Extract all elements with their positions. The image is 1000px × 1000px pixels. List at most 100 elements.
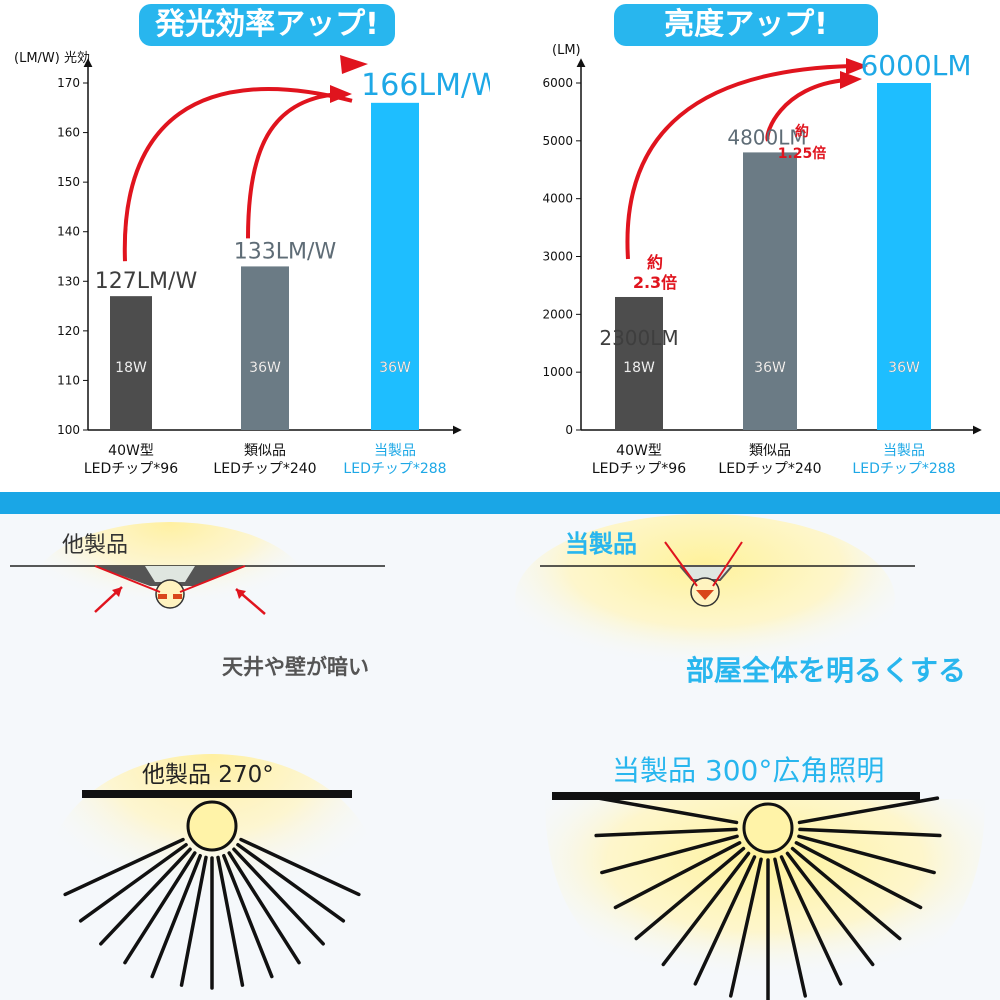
ratio-annotation-1: 約: [647, 253, 663, 272]
c1-ytick-label: 170: [57, 76, 80, 90]
other-product-label: 他製品: [62, 533, 128, 558]
brightness-arrow-1: [625, 64, 853, 260]
light-ray: [63, 837, 185, 897]
c2-category-label: 類似品: [749, 443, 791, 459]
our-light-rays: [594, 796, 942, 1000]
c2-bar-wattage-label: 36W: [888, 360, 920, 376]
other-led-bulb: [155, 579, 185, 609]
other-angle-bulb: [186, 800, 238, 852]
our-angle-ceiling-bar: [552, 792, 920, 800]
light-ray: [613, 841, 742, 910]
c2-value-label-2: 4800LM: [727, 125, 806, 149]
c1-bar-2: [241, 266, 289, 430]
efficiency-arrow-2: [246, 92, 339, 239]
light-ray: [596, 796, 739, 825]
light-ray: [216, 855, 245, 987]
light-ray: [779, 855, 843, 986]
ratio-annotation-2: 約: [795, 123, 809, 140]
c1-category-label: 当製品: [374, 443, 416, 459]
light-ray: [123, 851, 197, 965]
other-angle-label: 他製品 270°: [142, 762, 274, 788]
c1-ytick-label: 150: [57, 175, 80, 189]
light-ray: [798, 827, 942, 838]
c1-ytick-label: 160: [57, 126, 80, 140]
light-ray: [236, 842, 346, 923]
our-angle-label: 当製品 300°広角照明: [612, 754, 884, 787]
other-led-chip-icon: [158, 594, 167, 599]
other-red-arrowhead-right: [236, 589, 246, 599]
c1-category-label: 40W型: [108, 443, 154, 459]
c1-bar-wattage-label: 36W: [249, 360, 281, 376]
efficiency-chart: (LM/W) 光効 100 110 120 130 140 150 160 170 18W 12…: [14, 51, 490, 477]
c2-ytick-label: 0: [565, 423, 573, 437]
c1-value-label-2: 133LM/W: [234, 239, 337, 264]
c2-ytick-label: 4000: [542, 192, 573, 206]
c1-ytick-label: 130: [57, 274, 80, 288]
light-ray: [661, 851, 751, 967]
efficiency-arrowhead-2: [330, 85, 352, 103]
c1-bar-3: [371, 102, 419, 431]
brightness-chart: (LM) 0 1000 2000 3000 4000 5000 6000 18W 2300LM…: [542, 43, 982, 477]
c2-bar-1: [615, 296, 663, 430]
brightness-arrowhead-2: [840, 71, 862, 89]
our-beam-edge-left: [664, 541, 698, 587]
c1-bar-wattage-label: 18W: [115, 360, 147, 376]
light-ray: [594, 827, 738, 838]
c2-bar-wattage-label: 36W: [754, 360, 786, 376]
our-caption: 部屋全体を明るくする: [686, 654, 966, 687]
c2-bar-3: [877, 83, 931, 430]
light-ray: [794, 841, 923, 910]
light-ray: [729, 857, 763, 998]
c1-value-label-3: 166LM/W: [361, 68, 490, 103]
c2-category-label: 当製品: [883, 443, 925, 459]
c1-bar-wattage-label: 36W: [379, 360, 411, 376]
our-angle-glow: [545, 799, 985, 1000]
our-product-label: 当製品: [565, 530, 637, 558]
other-angle-ceiling-bar: [82, 790, 352, 798]
other-beam-edge-left: [94, 565, 161, 593]
c1-bar-1: [110, 296, 152, 430]
c1-ytick-label: 100: [57, 423, 80, 437]
ratio-annotation-2-value: 1.25倍: [778, 145, 827, 162]
c2-category-sublabel: LEDチップ*288: [852, 461, 955, 477]
light-ray: [797, 834, 936, 875]
light-ray: [600, 834, 739, 875]
light-ray: [150, 853, 202, 979]
brightness-arrowhead-1: [846, 58, 868, 75]
c1-category-sublabel: LEDチップ*240: [213, 461, 316, 477]
light-ray: [222, 853, 274, 979]
our-angle-bulb: [742, 802, 794, 854]
c1-category-label: 類似品: [244, 443, 286, 459]
light-ray: [78, 842, 188, 923]
light-ray: [232, 847, 325, 946]
other-led-chip-icon-2: [173, 594, 182, 599]
c2-category-sublabel: LEDチップ*240: [718, 461, 821, 477]
c1-category-sublabel: LEDチップ*96: [84, 461, 178, 477]
lighting-comparison-illustration: 他製品 当製品 天井や壁が暗い 部屋全体を明るくする 他製品 270° 当製品 …: [10, 514, 985, 1000]
ratio-annotation-1-value: 2.3倍: [633, 273, 677, 292]
c2-bar-2: [743, 152, 797, 430]
light-ray: [179, 855, 208, 987]
brightness-title: 亮度アップ!: [614, 4, 878, 46]
other-caption: 天井や壁が暗い: [222, 655, 369, 679]
c2-category-label: 40W型: [616, 443, 662, 459]
c2-ytick-label: 3000: [542, 250, 573, 264]
brightness-y-axis-label: (LM): [552, 43, 581, 58]
our-led-chip-icon: [696, 590, 714, 600]
efficiency-title: 発光効率アップ!: [139, 4, 395, 46]
c2-value-label-1: 2300LM: [599, 326, 678, 350]
light-ray: [634, 846, 746, 941]
light-ray: [773, 857, 807, 998]
c2-bar-wattage-label: 18W: [623, 360, 655, 376]
c2-value-label-3: 6000LM: [860, 49, 971, 82]
light-ray: [790, 846, 902, 941]
other-lamp-window: [145, 566, 195, 582]
c1-value-label-1: 127LM/W: [95, 269, 198, 294]
efficiency-arrowhead-1: [340, 55, 368, 74]
c1-ytick-label: 120: [57, 324, 80, 338]
light-ray: [227, 851, 301, 965]
our-beam-edge-right: [712, 541, 743, 587]
other-beam-edge-right: [179, 565, 246, 593]
other-light-rays: [63, 837, 361, 990]
light-ray: [785, 851, 875, 967]
